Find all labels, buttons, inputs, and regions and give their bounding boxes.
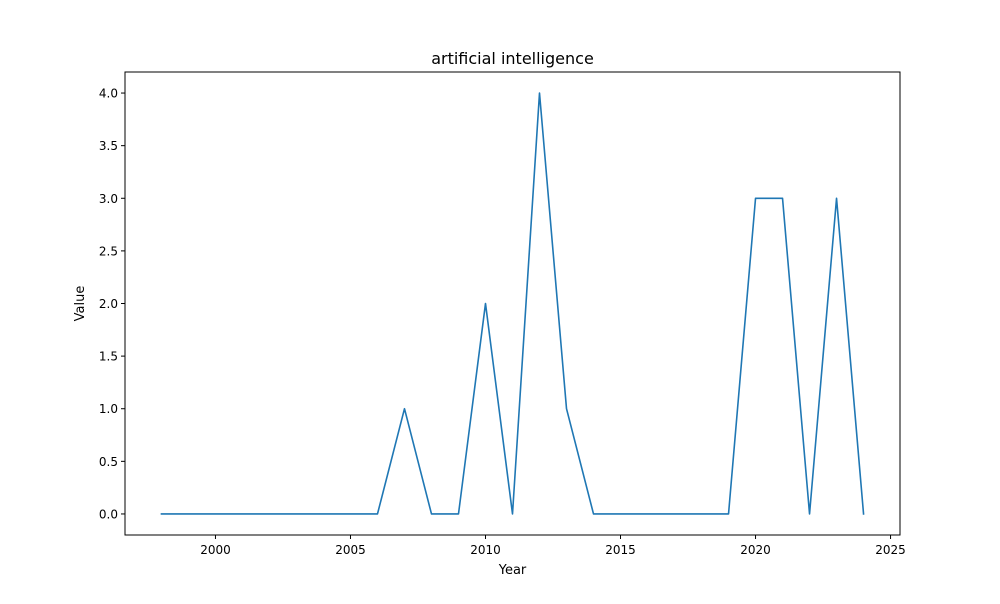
data-point [242, 513, 243, 514]
chart-title: artificial intelligence [431, 49, 594, 68]
y-tick-label: 0.0 [99, 507, 118, 521]
y-tick-label: 4.0 [99, 87, 118, 101]
data-point [350, 513, 351, 514]
series-line [160, 92, 865, 515]
data-point [782, 198, 783, 199]
y-tick-label: 2.0 [99, 297, 118, 311]
data-point [863, 513, 864, 514]
plot-area-frame [124, 71, 901, 536]
x-axis-label: Year [498, 563, 527, 578]
y-tick-label: 3.5 [99, 139, 118, 153]
data-point [512, 513, 513, 514]
data-point [647, 513, 648, 514]
data-point [836, 198, 837, 199]
y-tick-label: 1.0 [99, 402, 118, 416]
data-point [701, 513, 702, 514]
data-point [566, 408, 567, 409]
x-tick-label: 2020 [740, 543, 771, 557]
x-tick-label: 2005 [335, 543, 366, 557]
x-tick-label: 2000 [200, 543, 231, 557]
data-point [728, 513, 729, 514]
data-point [323, 513, 324, 514]
y-tick-label: 1.5 [99, 350, 118, 364]
data-point [215, 513, 216, 514]
y-tick-label: 2.5 [99, 244, 118, 258]
data-point [161, 513, 162, 514]
data-point [431, 513, 432, 514]
data-point [188, 513, 189, 514]
data-point [620, 513, 621, 514]
data-point [755, 198, 756, 199]
y-tick-label: 3.0 [99, 192, 118, 206]
data-point [809, 513, 810, 514]
data-point [377, 513, 378, 514]
data-point [674, 513, 675, 514]
data-point [485, 303, 486, 304]
x-tick-label: 2015 [605, 543, 636, 557]
y-axis-label: Value [73, 286, 88, 322]
x-tick-label: 2010 [470, 543, 501, 557]
data-point [458, 513, 459, 514]
y-tick-label: 0.5 [99, 455, 118, 469]
data-point [296, 513, 297, 514]
x-tick-label: 2025 [875, 543, 906, 557]
data-point [269, 513, 270, 514]
data-point [404, 408, 405, 409]
data-point [593, 513, 594, 514]
data-point [539, 93, 540, 94]
